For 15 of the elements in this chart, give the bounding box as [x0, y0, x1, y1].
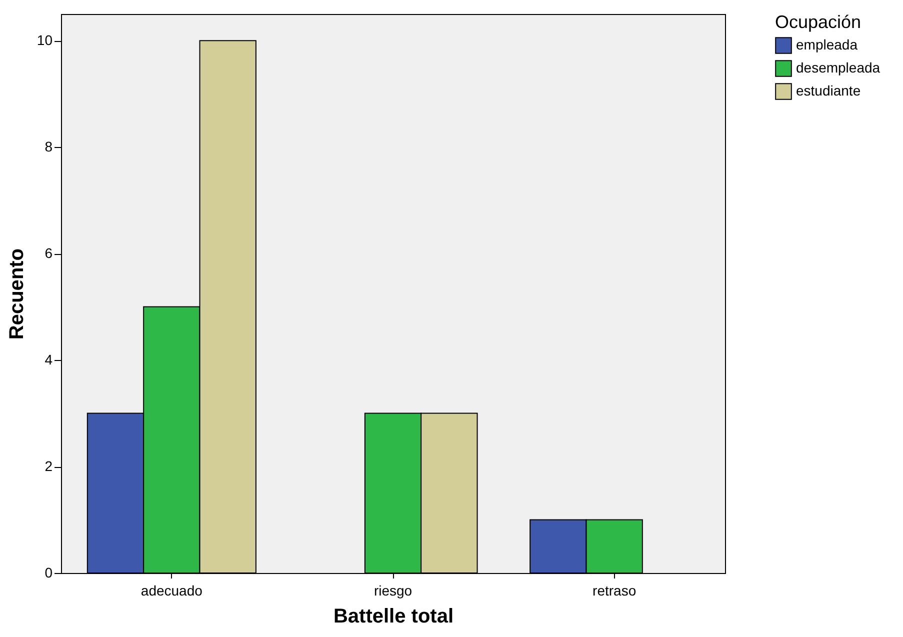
- y-tick-label: 4: [44, 352, 53, 368]
- y-tick-label: 6: [44, 245, 53, 262]
- y-axis-title: Recuento: [6, 248, 28, 340]
- legend-label: desempleada: [796, 60, 880, 76]
- legend-title: Ocupación: [775, 12, 862, 32]
- y-tick-label: 2: [44, 458, 53, 474]
- x-axis-title: Battelle total: [333, 606, 454, 628]
- y-tick-label: 10: [36, 32, 53, 48]
- x-tick-label: adecuado: [140, 582, 203, 598]
- y-tick-label: 0: [44, 564, 53, 580]
- legend-label: empleada: [796, 36, 858, 52]
- y-tick-label: 8: [44, 138, 53, 155]
- x-tick-label: retraso: [592, 582, 636, 598]
- legend-label: estudiante: [796, 82, 861, 98]
- x-tick-label: riesgo: [374, 582, 412, 598]
